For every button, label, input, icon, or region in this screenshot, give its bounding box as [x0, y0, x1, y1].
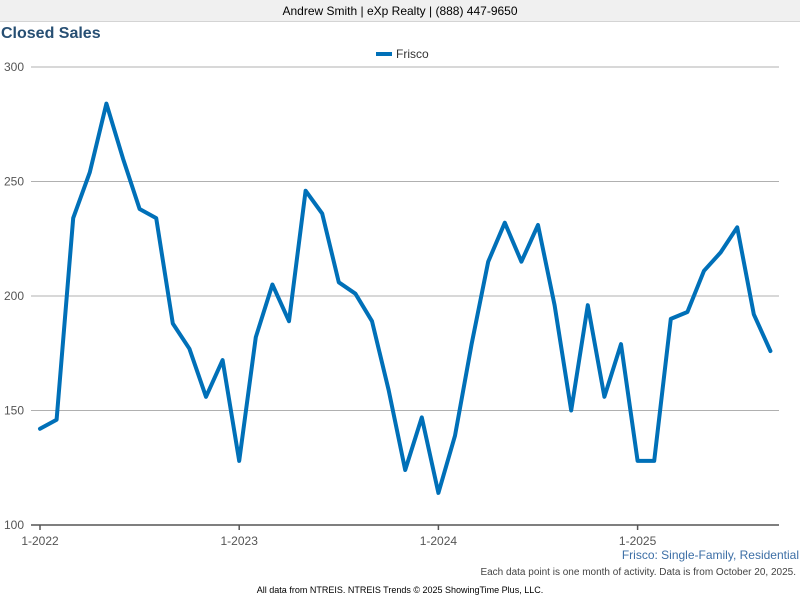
x-axis: 1-2022 1-2023 1-2024 1-2025	[21, 524, 779, 548]
y-tick-label: 100	[4, 518, 24, 532]
y-tick-label: 150	[4, 404, 24, 418]
series-lines	[38, 101, 773, 495]
agent-contact-line: Andrew Smith | eXp Realty | (888) 447-96…	[282, 4, 518, 18]
data-note: Each data point is one month of activity…	[480, 567, 796, 578]
chart-title: Closed Sales	[1, 25, 101, 42]
legend-label: Frisco	[396, 47, 429, 61]
y-tick-label: 300	[4, 60, 24, 74]
x-tick-label: 1-2025	[619, 534, 657, 548]
y-tick-label: 200	[4, 289, 24, 303]
y-axis-ticks: 100 150 200 250 300	[4, 60, 24, 532]
x-tick-label: 1-2024	[420, 534, 458, 548]
series-footer-label: Frisco: Single-Family, Residential	[622, 548, 799, 562]
legend: Frisco	[376, 47, 429, 61]
footer-credit: All data from NTREIS. NTREIS Trends © 20…	[256, 585, 544, 595]
grid-lines	[31, 66, 779, 411]
y-tick-label: 250	[4, 175, 24, 189]
series-line-frisco	[38, 101, 773, 495]
agent-header-bar: Andrew Smith | eXp Realty | (888) 447-96…	[0, 0, 800, 22]
x-tick-label: 1-2022	[21, 534, 59, 548]
x-tick-label: 1-2023	[221, 534, 259, 548]
